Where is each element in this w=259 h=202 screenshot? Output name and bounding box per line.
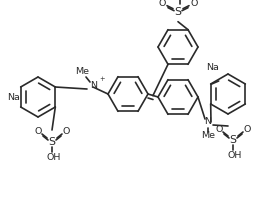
Text: O: O: [34, 127, 42, 137]
Text: OH: OH: [47, 154, 61, 162]
Text: OH: OH: [228, 152, 242, 161]
Text: Me: Me: [75, 66, 89, 76]
Text: S: S: [229, 135, 236, 145]
Text: S: S: [48, 137, 55, 147]
Text: S: S: [175, 7, 182, 17]
Text: O: O: [62, 127, 70, 137]
Text: O: O: [158, 0, 166, 8]
Text: Na: Na: [8, 93, 20, 101]
Text: +: +: [99, 76, 105, 82]
Text: Na: Na: [207, 62, 219, 72]
Text: O: O: [190, 0, 198, 8]
Text: O: O: [243, 125, 251, 135]
Text: Me: Me: [201, 132, 215, 141]
Text: N: N: [205, 118, 212, 126]
Text: N: N: [90, 81, 97, 89]
Text: O: O: [215, 125, 223, 135]
